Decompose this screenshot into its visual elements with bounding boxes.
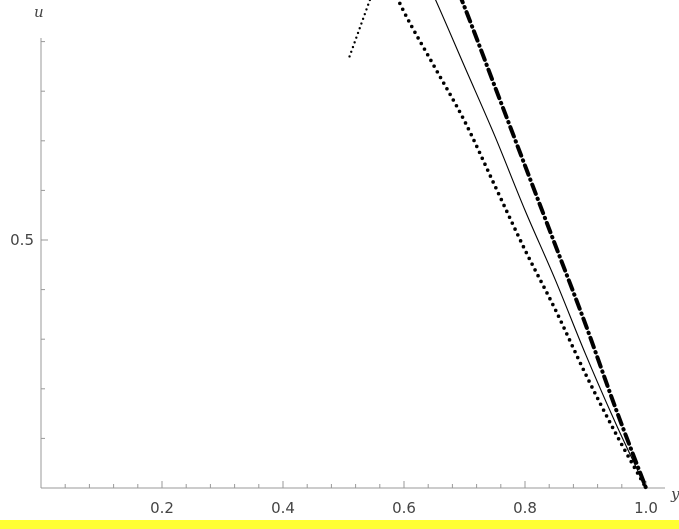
- y-tick-label: 0.5: [10, 231, 34, 249]
- x-tick-label: 0.6: [392, 499, 416, 517]
- y-axis-label: u: [34, 3, 44, 21]
- annotation-arrow-shaft: [348, 0, 372, 58]
- x-tick-label: 0.8: [513, 499, 537, 517]
- series-line-solid: [435, 0, 647, 489]
- x-tick-label: 1.0: [634, 499, 658, 517]
- x-tick-label: 0.4: [271, 499, 295, 517]
- axes: 0.20.40.60.81.00.51.01.5: [10, 0, 665, 517]
- series-line-dash-dot: [459, 0, 648, 490]
- x-axis-label: y: [670, 485, 679, 503]
- series-layer: [396, 0, 648, 490]
- series-line-dotted: [396, 0, 648, 490]
- highlight-strip: [0, 520, 679, 529]
- y-tick-label: 1.0: [10, 0, 34, 1]
- annotation-layer: [348, 0, 372, 58]
- x-tick-label: 0.2: [150, 499, 174, 517]
